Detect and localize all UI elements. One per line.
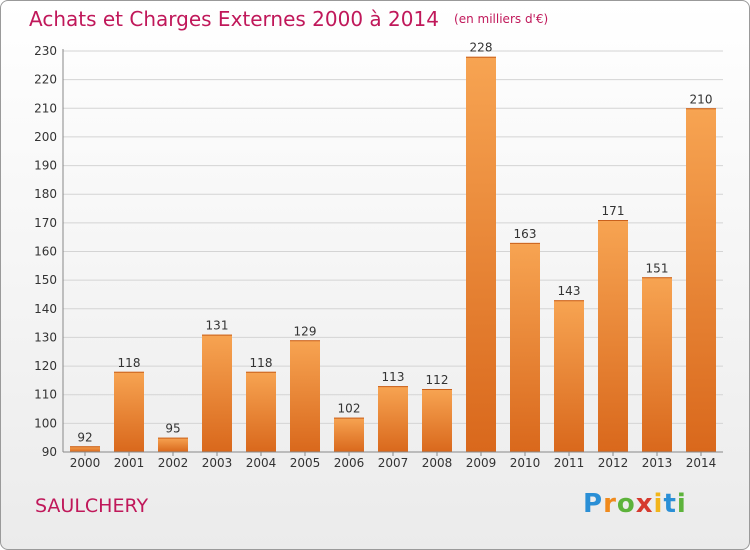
x-tick-label: 2012 (598, 456, 629, 470)
axis-layer: 9010011012013014015016017018019020021022… (34, 44, 723, 470)
logo-letter: i (653, 489, 664, 519)
bar (422, 388, 452, 452)
proxiti-logo[interactable]: Proxiti (583, 489, 687, 519)
x-tick-label: 2011 (554, 456, 585, 470)
data-label: 118 (250, 356, 273, 370)
data-label: 143 (558, 284, 581, 298)
bar (334, 417, 364, 452)
bar (510, 242, 540, 452)
data-label: 228 (470, 41, 493, 55)
data-label: 171 (602, 204, 625, 218)
y-tick-label: 220 (34, 73, 57, 87)
y-tick-label: 120 (34, 359, 57, 373)
place-name: SAULCHERY (35, 495, 149, 517)
x-tick-label: 2009 (466, 456, 497, 470)
data-label: 163 (514, 227, 537, 241)
logo-letter: P (583, 489, 604, 519)
y-tick-label: 200 (34, 130, 57, 144)
y-tick-label: 110 (34, 388, 57, 402)
x-tick-label: 2000 (70, 456, 101, 470)
y-tick-label: 180 (34, 187, 57, 201)
logo-letter: r (603, 489, 617, 519)
y-tick-label: 190 (34, 159, 57, 173)
y-tick-label: 140 (34, 302, 57, 316)
y-tick-label: 170 (34, 216, 57, 230)
x-tick-label: 2007 (378, 456, 409, 470)
x-tick-label: 2005 (290, 456, 321, 470)
chart-title: Achats et Charges Externes 2000 à 2014 (29, 7, 439, 31)
chart-subtitle: (en milliers d'€) (454, 12, 549, 26)
data-label: 131 (206, 319, 229, 333)
y-tick-label: 150 (34, 273, 57, 287)
data-label: 118 (118, 356, 141, 370)
bar (466, 56, 496, 452)
x-tick-label: 2001 (114, 456, 145, 470)
x-tick-label: 2003 (202, 456, 233, 470)
y-tick-label: 100 (34, 416, 57, 430)
logo-letter: i (676, 489, 687, 519)
bar (158, 437, 188, 452)
x-tick-label: 2006 (334, 456, 365, 470)
data-label: 102 (338, 402, 361, 416)
x-tick-label: 2002 (158, 456, 189, 470)
data-label: 129 (294, 324, 317, 338)
bars-layer: 92 118 95 131 118 129 102 113 112 228 163 143 171 151… (70, 41, 716, 453)
bar (246, 371, 276, 452)
data-label: 210 (690, 92, 713, 106)
data-label: 151 (646, 261, 669, 275)
bar (202, 334, 232, 452)
bar (554, 300, 584, 452)
bar (378, 386, 408, 452)
data-label: 95 (165, 422, 180, 436)
bar (598, 219, 628, 452)
data-label: 112 (426, 373, 449, 387)
x-tick-label: 2014 (686, 456, 717, 470)
y-tick-label: 230 (34, 44, 57, 58)
y-tick-label: 90 (42, 445, 57, 459)
x-tick-label: 2010 (510, 456, 541, 470)
y-tick-label: 160 (34, 245, 57, 259)
bar (290, 340, 320, 452)
data-label: 92 (77, 430, 92, 444)
chart-title-block: Achats et Charges Externes 2000 à 2014 (… (29, 7, 548, 31)
logo-letter: o (616, 489, 636, 519)
logo-letter: x (635, 489, 654, 519)
bar (642, 277, 672, 452)
x-tick-label: 2013 (642, 456, 673, 470)
logo-letter: t (663, 489, 677, 519)
data-label: 113 (382, 370, 405, 384)
bar (70, 446, 100, 452)
bar (114, 371, 144, 452)
y-tick-label: 210 (34, 101, 57, 115)
bar (686, 108, 716, 453)
y-tick-label: 130 (34, 330, 57, 344)
x-tick-label: 2004 (246, 456, 277, 470)
x-tick-label: 2008 (422, 456, 453, 470)
